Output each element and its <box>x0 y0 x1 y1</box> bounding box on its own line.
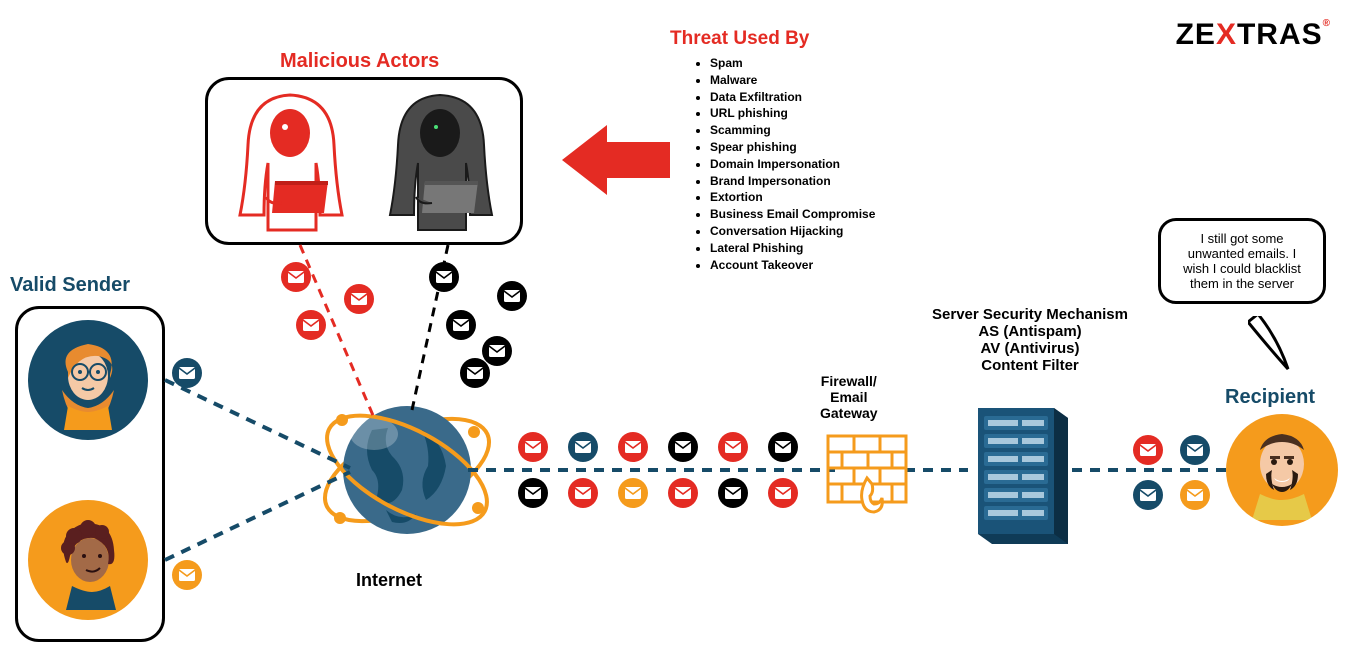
threat-item: Spear phishing <box>710 139 875 156</box>
malicious-actors-label: Malicious Actors <box>280 50 439 73</box>
mail-icon-black <box>446 310 476 340</box>
logo-red: X <box>1216 18 1237 51</box>
server-l2: AS (Antispam) <box>978 323 1081 340</box>
threat-item: Spam <box>710 55 875 72</box>
mail-icon-navy <box>1133 480 1163 510</box>
logo: ZEXTRAS® <box>1176 18 1331 52</box>
mail-icon-orange <box>1180 480 1210 510</box>
threat-title: Threat Used By <box>670 28 809 50</box>
threat-item: Malware <box>710 72 875 89</box>
mail-icon-red <box>296 310 326 340</box>
mail-icon-black <box>518 478 548 508</box>
logo-black-1: ZE <box>1176 18 1216 51</box>
recipient-avatar <box>1226 414 1338 526</box>
firewall-label: Firewall/EmailGateway <box>820 373 878 421</box>
threat-item: URL phishing <box>710 105 875 122</box>
mail-icon-black <box>718 478 748 508</box>
threat-item: Domain Impersonation <box>710 156 875 173</box>
threat-item: Scamming <box>710 122 875 139</box>
logo-reg: ® <box>1323 18 1331 29</box>
server-l4: Content Filter <box>981 357 1079 374</box>
threat-item: Lateral Phishing <box>710 240 875 257</box>
mail-icon-black <box>482 336 512 366</box>
server-l1: Server Security Mechanism <box>932 306 1128 323</box>
threat-item: Business Email Compromise <box>710 206 875 223</box>
sender-avatar-1 <box>28 320 148 440</box>
firewall-icon <box>822 428 912 523</box>
mail-icon-black <box>497 281 527 311</box>
mail-icon-red <box>668 478 698 508</box>
server-l3: AV (Antivirus) <box>981 340 1080 357</box>
mail-icon-red <box>568 478 598 508</box>
mail-icon-orange <box>618 478 648 508</box>
mail-icon-red <box>618 432 648 462</box>
connection-lines <box>0 0 1351 648</box>
mail-icon-black <box>460 358 490 388</box>
mail-icon-red <box>344 284 374 314</box>
mail-icon-black <box>768 432 798 462</box>
hacker-red <box>220 85 360 240</box>
threat-list: SpamMalwareData ExfiltrationURL phishing… <box>690 55 875 273</box>
bubble-tail <box>1248 314 1298 374</box>
internet-globe <box>312 370 502 575</box>
valid-sender-label: Valid Sender <box>10 274 130 297</box>
mail-icon-orange <box>172 560 202 590</box>
red-arrow <box>562 120 672 205</box>
mail-icon-red <box>1133 435 1163 465</box>
threat-item: Extortion <box>710 189 875 206</box>
mail-icon-red <box>518 432 548 462</box>
mail-icon-red <box>718 432 748 462</box>
server-icon <box>966 394 1076 559</box>
recipient-label: Recipient <box>1225 386 1315 409</box>
mail-icon-red <box>281 262 311 292</box>
mail-icon-black <box>668 432 698 462</box>
mail-icon-red <box>768 478 798 508</box>
server-label: Server Security Mechanism AS (Antispam) … <box>920 306 1140 374</box>
bubble-text: I still got some unwanted emails. I wish… <box>1183 231 1301 291</box>
sender-avatar-2 <box>28 500 148 620</box>
mail-icon-navy <box>1180 435 1210 465</box>
threat-item: Brand Impersonation <box>710 173 875 190</box>
mail-icon-navy <box>172 358 202 388</box>
threat-item: Conversation Hijacking <box>710 223 875 240</box>
mail-icon-navy <box>568 432 598 462</box>
hacker-gray <box>370 85 510 240</box>
logo-black-2: TRAS <box>1237 18 1323 51</box>
threat-item: Data Exfiltration <box>710 89 875 106</box>
recipient-speech-bubble: I still got some unwanted emails. I wish… <box>1158 218 1326 304</box>
threat-item: Account Takeover <box>710 257 875 274</box>
mail-icon-black <box>429 262 459 292</box>
